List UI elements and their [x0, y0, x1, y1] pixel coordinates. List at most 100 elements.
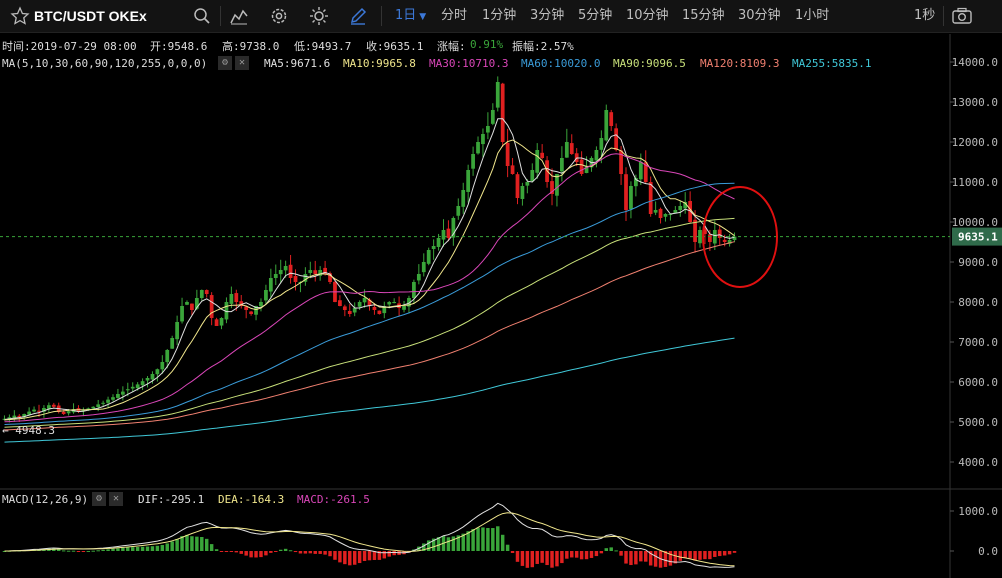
theme-icon[interactable]	[309, 6, 329, 26]
y-axis-tick-label: 7000.0	[958, 336, 998, 349]
candle-body	[634, 178, 638, 187]
macd-histogram-bar	[382, 551, 387, 559]
candle-body	[594, 150, 599, 161]
close-icon[interactable]: ✕	[109, 492, 123, 506]
macd-histogram-bar	[614, 550, 618, 552]
y-axis-tick-label: 12000.0	[952, 136, 998, 149]
macd-histogram-bar	[693, 551, 697, 561]
macd-histogram-bar	[688, 551, 692, 559]
candle-body	[170, 338, 175, 349]
candle-body	[180, 306, 184, 322]
ma90-value: MA90:9096.5	[613, 57, 686, 70]
y-axis-tick-label: 10000.0	[952, 216, 998, 229]
low-price-marker: ← 4948.3	[2, 424, 55, 437]
y-axis-tick-label: 14000.0	[952, 56, 998, 69]
macd-histogram-bar	[387, 551, 391, 557]
candle-body	[407, 298, 411, 307]
interval-15min[interactable]: 15分钟	[682, 8, 725, 23]
search-icon[interactable]	[192, 6, 212, 26]
macd-histogram-bar	[639, 551, 643, 562]
interval-5min[interactable]: 5分钟	[578, 8, 613, 23]
interval-3min[interactable]: 3分钟	[530, 8, 565, 23]
macd-histogram-bar	[629, 551, 633, 566]
candle-body	[357, 302, 362, 307]
interval-1day[interactable]: 1日 ▼	[395, 8, 427, 23]
macd-histogram-bar	[66, 550, 71, 552]
macd-histogram-bar	[150, 546, 155, 551]
candle-body	[392, 302, 397, 304]
interval-1hour[interactable]: 1小时	[795, 8, 830, 23]
symbol-title[interactable]: BTC/USDT OKEx	[34, 8, 147, 24]
candle-body	[540, 152, 545, 158]
candle-body	[624, 174, 628, 210]
candle-body	[347, 311, 352, 314]
candle-body	[293, 275, 298, 282]
macd-params-label[interactable]: MACD(12,26,9)	[2, 493, 89, 506]
close-icon[interactable]: ✕	[235, 56, 249, 70]
interval-1min[interactable]: 1分钟	[482, 8, 517, 23]
macd-histogram-bar	[407, 551, 411, 553]
ma120-value: MA120:8109.3	[700, 57, 780, 70]
macd-histogram-bar	[22, 550, 26, 552]
macd-histogram-bar	[259, 551, 263, 558]
candle-body	[71, 409, 76, 413]
macd-histogram-bar	[574, 551, 579, 558]
last-price-label: 9635.1	[958, 231, 998, 244]
candle-body	[663, 214, 668, 217]
settings-icon[interactable]	[269, 6, 289, 26]
macd-dea-value: DEA:-164.3	[218, 493, 285, 506]
candle-body	[589, 158, 594, 168]
macd-histogram-bar	[698, 551, 702, 560]
macd-histogram-bar	[12, 550, 17, 552]
macd-histogram-bar	[703, 551, 707, 560]
macd-histogram-bar	[515, 551, 520, 562]
candle-body	[333, 281, 337, 302]
interval-10min[interactable]: 10分钟	[626, 8, 669, 23]
candle-body	[683, 202, 688, 209]
ma60-value: MA60:10020.0	[521, 57, 601, 70]
macd-histogram-bar	[348, 551, 352, 566]
candle-body	[698, 230, 702, 244]
ohlc-high: 高:9738.0	[222, 40, 280, 53]
candle-body	[397, 303, 401, 308]
candle-body	[387, 302, 392, 305]
candle-body	[648, 182, 653, 214]
interval-timeline[interactable]: 分时	[441, 8, 468, 23]
macd-histogram-bar	[61, 550, 66, 552]
macd-histogram-bar	[303, 551, 308, 554]
candle-body	[678, 206, 683, 211]
candle-body	[505, 142, 510, 166]
camera-icon[interactable]	[951, 6, 973, 26]
macd-histogram-bar	[673, 551, 678, 564]
toolbar-divider	[381, 6, 382, 26]
candle-body	[313, 270, 318, 274]
macd-histogram-bar	[392, 551, 396, 556]
macd-histogram-bar	[27, 549, 31, 551]
star-icon[interactable]	[10, 6, 30, 26]
candle-body	[362, 298, 367, 303]
macd-histogram-bar	[496, 526, 500, 551]
ma-params-label[interactable]: MA(5,10,30,60,90,120,255,0,0,0)	[2, 57, 208, 70]
candle-body	[81, 410, 86, 412]
candle-body	[120, 391, 125, 395]
interval-30min[interactable]: 30分钟	[738, 8, 781, 23]
candle-body	[495, 82, 500, 108]
candle-body	[7, 417, 12, 420]
macd-dif-line	[4, 502, 735, 568]
macd-histogram-bar	[17, 550, 21, 552]
macd-histogram-bar	[96, 550, 100, 552]
indicators-icon[interactable]	[229, 6, 249, 26]
candle-body	[609, 112, 614, 126]
settings-icon[interactable]: ⚙	[92, 492, 106, 506]
draw-pen-icon[interactable]	[348, 6, 368, 26]
candle-body	[441, 230, 446, 240]
macd-histogram-bar	[397, 551, 401, 555]
candle-body	[37, 410, 41, 412]
refresh-interval[interactable]: 1秒	[914, 8, 936, 23]
macd-histogram-bar	[648, 551, 653, 566]
settings-icon[interactable]: ⚙	[218, 56, 232, 70]
macd-histogram-bar	[323, 551, 327, 555]
candle-body	[111, 397, 115, 400]
candle-body	[125, 389, 130, 391]
